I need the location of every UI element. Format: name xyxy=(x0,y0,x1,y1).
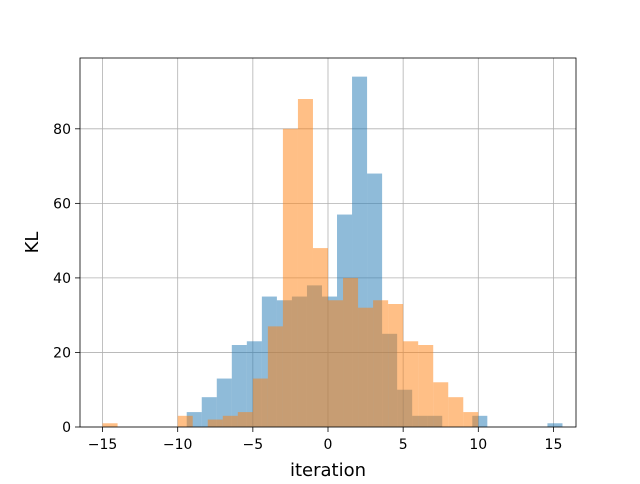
axis-ticks: −15 −10 −5 0 5 10 15 0 20 40 60 80 xyxy=(53,122,562,453)
histogram-bar-series-2 xyxy=(282,128,298,427)
histogram-bar-series-2 xyxy=(267,326,283,427)
histogram-bar-series-2 xyxy=(463,412,479,427)
y-tick-label: 40 xyxy=(53,271,71,287)
histogram-bar-series-2 xyxy=(448,397,464,427)
histogram-bar-series-2 xyxy=(388,304,404,427)
y-tick-label: 60 xyxy=(53,196,71,212)
histogram-bar-series-2 xyxy=(328,300,344,427)
histogram-bar-series-2 xyxy=(102,423,118,427)
y-tick-label: 80 xyxy=(53,122,71,138)
histogram-bar-series-1 xyxy=(547,423,563,427)
y-tick-label: 0 xyxy=(62,420,71,436)
histogram-bar-series-2 xyxy=(403,341,419,427)
histogram-bar-series-2 xyxy=(373,300,389,427)
histogram-bar-series-2 xyxy=(433,382,449,427)
x-tick-label: 15 xyxy=(545,437,563,453)
histogram-bar-series-2 xyxy=(343,277,359,427)
y-tick-label: 20 xyxy=(53,345,71,361)
histogram-bar-series-2 xyxy=(252,378,268,427)
plot-frame xyxy=(79,57,577,428)
x-tick-label: −10 xyxy=(163,437,193,453)
x-tick-label: 0 xyxy=(324,437,333,453)
histogram-bar-series-2 xyxy=(222,415,238,427)
histogram-bar-series-2 xyxy=(177,415,193,427)
histogram-bar-series-2 xyxy=(297,99,313,427)
x-tick-label: −15 xyxy=(88,437,118,453)
x-tick-label: 10 xyxy=(469,437,487,453)
histogram-bar-series-2 xyxy=(312,248,328,427)
x-tick-label: −5 xyxy=(243,437,264,453)
histogram-bar-series-2 xyxy=(207,419,223,427)
histogram-bar-series-1 xyxy=(472,415,488,427)
histogram-bar-series-2 xyxy=(358,307,374,427)
histogram-bars xyxy=(102,76,563,428)
histogram-bar-series-2 xyxy=(237,412,253,427)
x-axis-label: iteration xyxy=(290,460,366,480)
histogram-bar-series-1 xyxy=(231,345,247,427)
histogram-bar-series-1 xyxy=(216,378,232,427)
y-axis-label: KL xyxy=(22,232,43,254)
x-tick-label: 5 xyxy=(399,437,408,453)
histogram-bar-series-2 xyxy=(418,345,434,427)
